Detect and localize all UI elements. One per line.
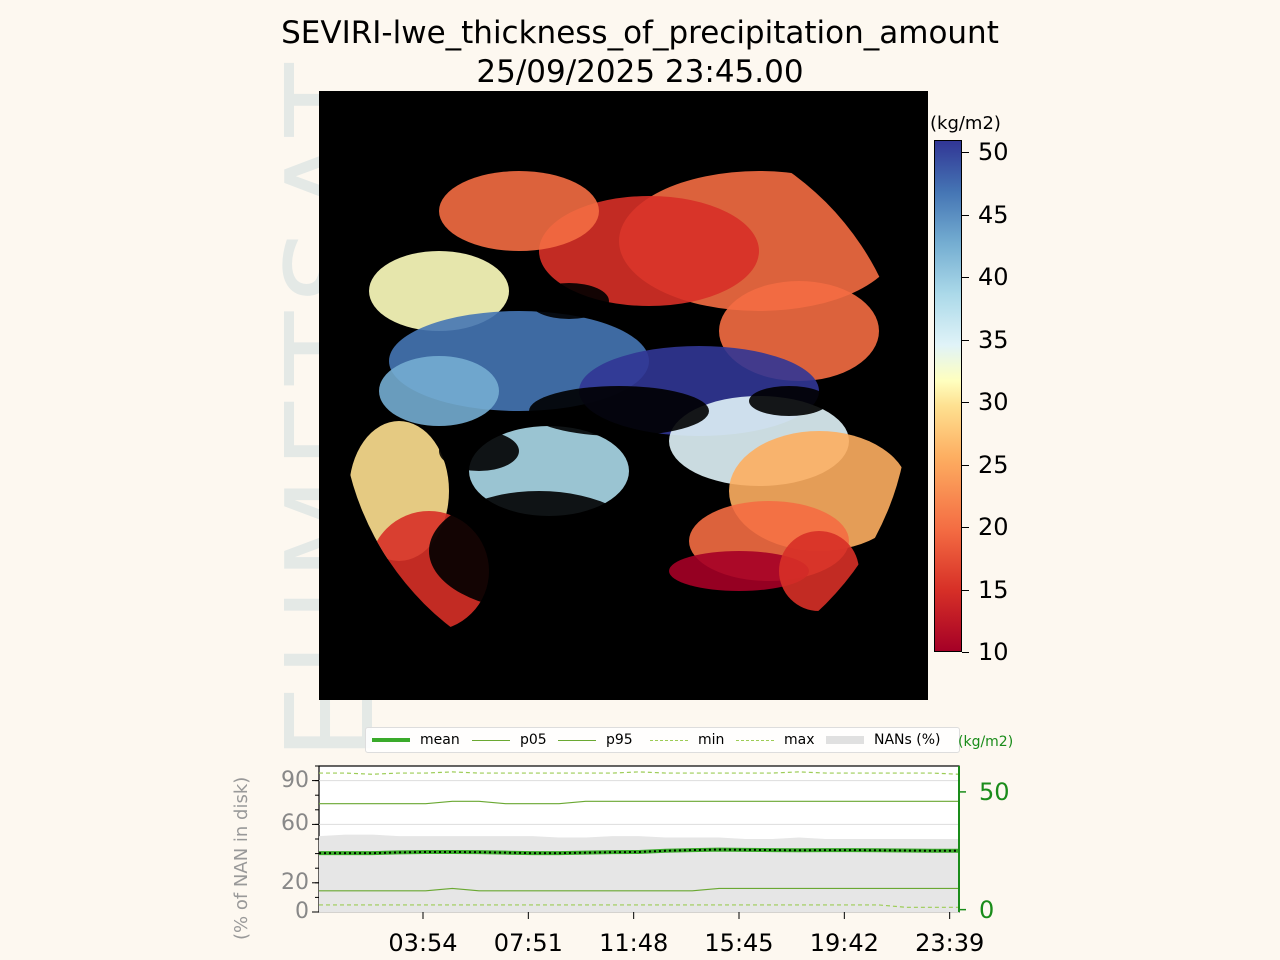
left-tick-label: 0: [295, 899, 309, 924]
series-p05-line: [319, 887, 959, 892]
legend-item: NANs (%): [826, 732, 941, 748]
x-tick-label: 07:51: [493, 929, 563, 957]
left-tick-label: 60: [281, 811, 309, 837]
legend-label: NANs (%): [874, 732, 941, 748]
colorbar-tick-mark: [962, 464, 969, 466]
colorbar-tick-label: 35: [978, 325, 1009, 354]
x-tick-label: 19:42: [809, 929, 879, 957]
legend-label: p05: [520, 732, 547, 748]
chart-subtitle: 25/09/2025 23:45.00: [476, 54, 804, 90]
colorbar-tick-mark: [962, 277, 969, 279]
precipitation-disk-map: [319, 91, 928, 700]
series-p95-line: [319, 800, 959, 805]
legend-label: min: [698, 732, 725, 748]
left-axis-label: (% of NAN in disk): [231, 776, 252, 940]
legend-swatch: [826, 736, 864, 744]
colorbar-tick-mark: [962, 589, 969, 591]
legend-swatch: [472, 739, 510, 741]
series-max-line: [319, 771, 960, 775]
colorbar-tick-mark: [962, 402, 969, 404]
x-tick-label: 15:45: [704, 929, 774, 957]
colorbar-unit: (kg/m2): [930, 113, 1001, 134]
colorbar-tick-mark: [962, 652, 969, 653]
colorbar-tick-label: 50: [978, 138, 1009, 167]
legend-label: max: [784, 732, 815, 748]
disk-field: [349, 171, 909, 656]
x-tick-label: 23:39: [915, 929, 985, 957]
right-tick-label: 50: [979, 777, 1010, 806]
series-min-line: [319, 904, 959, 908]
colorbar-tick-mark: [962, 527, 969, 529]
left-tick-label: 90: [281, 767, 309, 793]
chart-title: SEVIRI-lwe_thickness_of_precipitation_am…: [281, 15, 999, 51]
legend-label: p95: [606, 732, 633, 748]
colorbar-tick-label: 20: [978, 513, 1009, 542]
series-mean-dots: [319, 848, 959, 855]
right-axis-unit: (kg/m2): [958, 734, 1014, 750]
colorbar-tick-label: 40: [978, 263, 1009, 292]
colorbar-tick-mark: [962, 152, 969, 154]
disk-map-svg: [349, 171, 909, 656]
colorbar-tick-mark: [962, 214, 969, 216]
legend-item: max: [736, 732, 815, 748]
legend-item: p05: [472, 732, 547, 748]
colorbar-tick-mark: [962, 339, 969, 341]
legend-item: min: [650, 732, 724, 748]
colorbar-tick-label: 45: [978, 200, 1009, 229]
x-tick-label: 03:54: [388, 929, 458, 957]
legend-item: p95: [558, 732, 633, 748]
timeseries-legend: mean p05 p95 min max NANs (%): [365, 727, 960, 753]
legend-swatch: [558, 739, 596, 741]
colorbar-tick-label: 30: [978, 388, 1009, 417]
legend-swatch: [736, 739, 774, 741]
left-tick-label: 20: [281, 869, 309, 895]
colorbar: [934, 140, 962, 652]
legend-label: mean: [420, 732, 460, 748]
colorbar-tick-label: 25: [978, 450, 1009, 479]
colorbar-tick-label: 15: [978, 575, 1009, 604]
legend-item: mean: [372, 732, 460, 748]
series-nans-band: [319, 834, 959, 912]
legend-swatch: [650, 739, 688, 741]
legend-swatch: [372, 738, 410, 742]
right-tick-label: 0: [979, 895, 995, 924]
x-tick-label: 11:48: [599, 929, 669, 957]
colorbar-tick-label: 10: [978, 638, 1009, 666]
